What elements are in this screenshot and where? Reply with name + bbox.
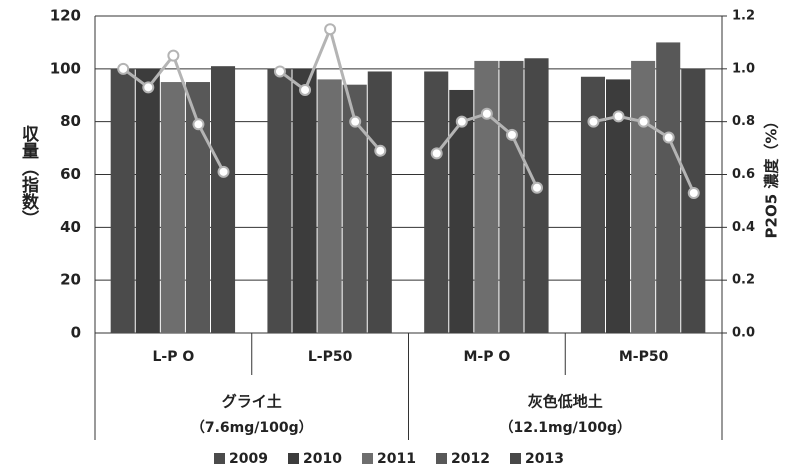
legend-label: 2013 <box>525 451 564 467</box>
bar <box>499 60 524 334</box>
legend-label: 2010 <box>303 451 342 467</box>
line-marker <box>531 181 544 194</box>
y2-axis-title: P2O5 濃度（%） <box>763 114 781 239</box>
legend-swatch <box>288 453 299 464</box>
legend-label: 2009 <box>229 451 268 467</box>
bar <box>681 68 706 333</box>
group-note: （7.6mg/100g） <box>191 420 313 436</box>
y2-tick-label: 0.4 <box>732 220 755 235</box>
bar <box>292 68 317 333</box>
x-tick-label: M-P50 <box>619 349 669 365</box>
y-tick-label: 60 <box>60 165 81 183</box>
line-marker <box>324 23 337 36</box>
y2-tick-label: 0.2 <box>732 273 755 288</box>
group-label: グライ土 <box>222 393 282 411</box>
bar <box>135 68 160 333</box>
line-marker <box>505 128 518 141</box>
line-marker <box>687 186 700 199</box>
line-marker <box>662 131 675 144</box>
y-tick-label: 100 <box>50 59 81 77</box>
bar <box>317 79 342 334</box>
y2-tick-label: 1.2 <box>732 9 755 24</box>
line-marker <box>117 62 130 75</box>
line-marker <box>587 115 600 128</box>
line-marker <box>167 49 180 62</box>
y-axis-title: 収量（指数） <box>18 125 39 227</box>
bar <box>160 82 185 334</box>
y-tick-label: 80 <box>60 112 81 130</box>
y-tick-label: 40 <box>60 218 81 236</box>
bar <box>580 76 606 333</box>
bar <box>367 71 392 333</box>
y-tick-label: 0 <box>71 324 81 342</box>
y-tick-label: 20 <box>60 271 81 289</box>
y2-tick-label: 0.6 <box>732 167 755 182</box>
x-tick-label: L-P O <box>152 349 194 365</box>
legend-label: 2012 <box>451 451 490 467</box>
y2-tick-label: 1.0 <box>732 61 755 76</box>
line-marker <box>142 81 155 94</box>
x-tick-label: M-P O <box>463 349 510 365</box>
line-marker <box>217 165 230 178</box>
line-marker <box>299 83 312 96</box>
bar <box>474 60 499 334</box>
line-marker <box>612 110 625 123</box>
bar <box>210 66 236 334</box>
bar <box>656 42 681 334</box>
y2-tick-label: 0.8 <box>732 114 755 129</box>
bar <box>524 58 549 334</box>
group-note: （12.1mg/100g） <box>499 420 631 436</box>
line-marker <box>637 115 650 128</box>
line-marker <box>273 65 286 78</box>
line-marker <box>430 147 443 160</box>
x-tick-label: L-P50 <box>308 349 353 365</box>
bar <box>110 68 135 333</box>
legend-swatch <box>214 453 225 464</box>
line-marker <box>374 144 387 157</box>
bar <box>267 68 292 333</box>
bar <box>424 71 449 333</box>
legend-label: 2011 <box>377 451 416 467</box>
line-marker <box>480 107 493 120</box>
legend-swatch <box>362 453 373 464</box>
bar <box>631 60 656 334</box>
line-marker <box>349 115 362 128</box>
line-marker <box>455 115 468 128</box>
group-label: 灰色低地土 <box>528 393 603 411</box>
legend-swatch <box>510 453 521 464</box>
line-marker <box>192 118 205 131</box>
y2-tick-label: 0.0 <box>732 326 755 341</box>
legend-swatch <box>436 453 447 464</box>
y-tick-label: 120 <box>50 7 81 25</box>
